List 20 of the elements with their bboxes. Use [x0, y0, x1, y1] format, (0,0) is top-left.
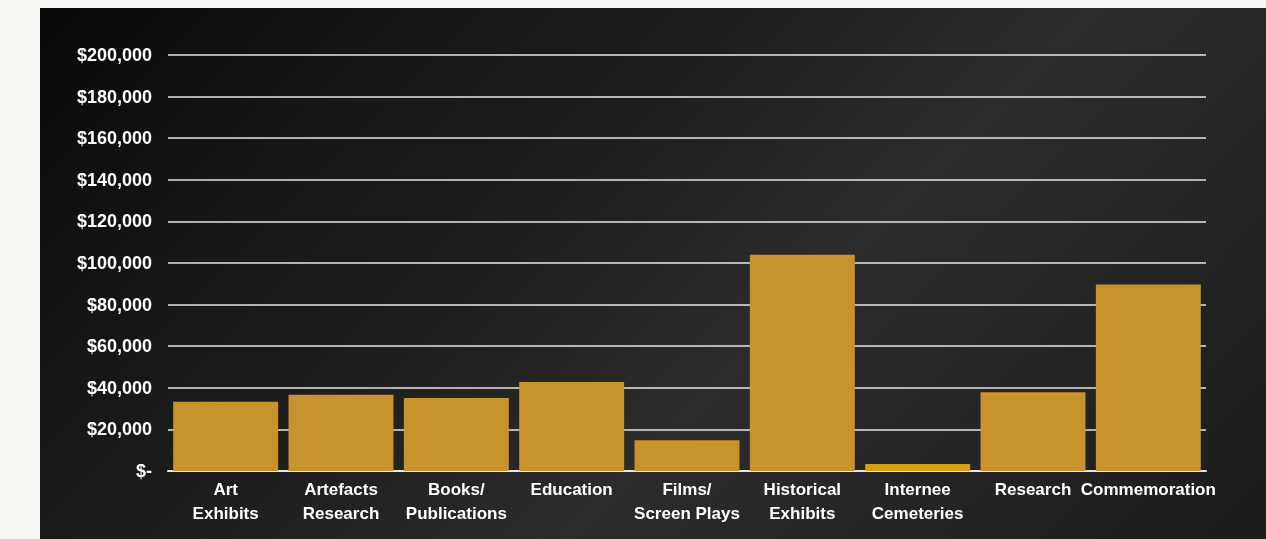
y-tick-label: $200,000 — [76, 45, 152, 65]
y-tick-label: $20,000 — [86, 419, 152, 440]
x-tick-label: Research — [994, 479, 1072, 499]
y-tick-label: $- — [135, 461, 152, 481]
x-tick-label: Commemoration — [1080, 479, 1216, 499]
y-tick-label: $80,000 — [86, 294, 152, 315]
x-tick-label: Films/ Screen Plays — [634, 479, 740, 523]
y-tick-label: $140,000 — [76, 169, 152, 190]
y-tick-label: $60,000 — [86, 336, 152, 357]
x-tick-label: Books/ Publications — [405, 479, 507, 523]
x-tick-label: Artefacts Research — [302, 479, 380, 523]
x-tick-label: Historical Exhibits — [763, 479, 842, 523]
y-tick-label: $180,000 — [76, 86, 152, 107]
y-tick-label: $160,000 — [76, 128, 152, 149]
y-tick-label: $100,000 — [76, 253, 152, 273]
x-tick-label: Internee Cemeteries — [871, 479, 964, 523]
y-tick-label: $120,000 — [76, 211, 152, 232]
y-tick-label: $40,000 — [86, 377, 152, 398]
x-tick-label: Education — [530, 479, 613, 499]
x-tick-label: Art Exhibits — [192, 479, 259, 523]
